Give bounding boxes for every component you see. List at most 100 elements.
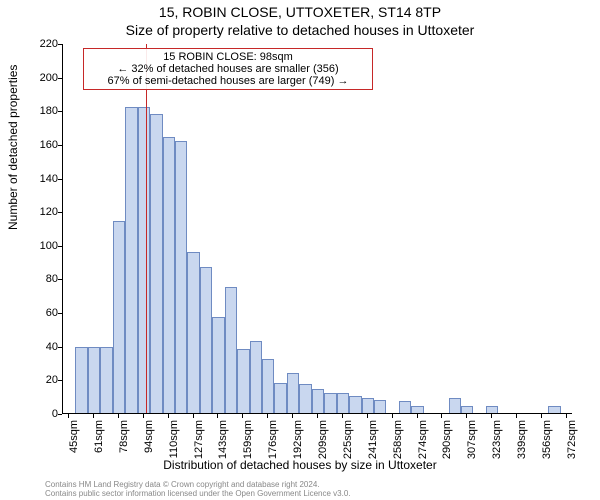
x-tick-label: 127sqm [193,420,205,460]
x-tick-label: 372sqm [566,420,578,460]
y-tick-label: 60 [28,307,58,319]
x-tick-label: 159sqm [242,420,254,460]
histogram-bar [362,398,374,413]
histogram-bar [187,252,199,413]
histogram-bar [163,137,175,413]
bars-layer [63,44,572,413]
histogram-bar [75,347,87,413]
x-tick-label: 45sqm [68,420,80,460]
histogram-bar [88,347,100,413]
y-tick-label: 160 [28,139,58,151]
footer-line2: Contains public sector information licen… [45,490,351,499]
histogram-bar [349,396,361,413]
y-tick-mark [58,111,62,112]
x-tick-mark [392,414,393,418]
histogram-bar [250,341,262,413]
x-tick-mark [491,414,492,418]
y-tick-label: 180 [28,105,58,117]
annotation-line3: 67% of semi-detached houses are larger (… [88,75,368,87]
histogram-bar [548,406,560,413]
histogram-bar [225,287,237,413]
x-tick-label: 209sqm [317,420,329,460]
y-tick-label: 40 [28,341,58,353]
x-tick-label: 110sqm [168,420,180,460]
x-tick-mark [242,414,243,418]
y-tick-mark [58,414,62,415]
x-tick-label: 192sqm [292,420,304,460]
y-tick-label: 20 [28,374,58,386]
x-tick-mark [541,414,542,418]
x-tick-mark [267,414,268,418]
y-tick-label: 220 [28,38,58,50]
histogram-bar [237,349,249,413]
x-axis-label: Distribution of detached houses by size … [0,458,600,472]
x-tick-mark [417,414,418,418]
y-tick-mark [58,179,62,180]
y-tick-label: 140 [28,173,58,185]
x-tick-mark [516,414,517,418]
y-tick-label: 100 [28,240,58,252]
x-tick-mark [193,414,194,418]
x-tick-label: 143sqm [217,420,229,460]
x-tick-mark [143,414,144,418]
histogram-bar [312,389,324,413]
histogram-bar [399,401,411,413]
y-axis-label: Number of detached properties [6,65,20,230]
histogram-bar [486,406,498,413]
x-tick-label: 61sqm [93,420,105,460]
x-tick-label: 290sqm [441,420,453,460]
chart-title-line2: Size of property relative to detached ho… [0,22,600,38]
x-tick-mark [217,414,218,418]
chart-title-line1: 15, ROBIN CLOSE, UTTOXETER, ST14 8TP [0,4,600,20]
y-tick-mark [58,145,62,146]
x-tick-label: 78sqm [118,420,130,460]
x-tick-label: 274sqm [417,420,429,460]
histogram-bar [200,267,212,413]
y-tick-label: 200 [28,72,58,84]
histogram-bar [337,393,349,413]
histogram-bar [150,114,162,413]
histogram-bar [125,107,137,413]
x-tick-label: 94sqm [143,420,155,460]
x-tick-mark [292,414,293,418]
x-tick-label: 225sqm [342,420,354,460]
x-tick-label: 176sqm [267,420,279,460]
histogram-bar [113,221,125,413]
plot-area: 15 ROBIN CLOSE: 98sqm ← 32% of detached … [62,44,572,414]
y-tick-label: 80 [28,273,58,285]
x-tick-mark [118,414,119,418]
y-tick-mark [58,380,62,381]
footer-attribution: Contains HM Land Registry data © Crown c… [45,481,351,499]
histogram-bar [411,406,423,413]
x-tick-label: 339sqm [516,420,528,460]
x-tick-mark [367,414,368,418]
x-tick-mark [342,414,343,418]
annotation-line2: ← 32% of detached houses are smaller (35… [88,63,368,75]
x-tick-label: 258sqm [392,420,404,460]
y-tick-mark [58,212,62,213]
x-tick-label: 307sqm [466,420,478,460]
histogram-bar [461,406,473,413]
histogram-bar [175,141,187,413]
x-tick-mark [93,414,94,418]
histogram-bar [212,317,224,413]
histogram-bar [138,107,150,413]
y-tick-mark [58,313,62,314]
y-tick-mark [58,347,62,348]
y-tick-label: 120 [28,206,58,218]
annotation-line1: 15 ROBIN CLOSE: 98sqm [88,51,368,63]
histogram-bar [274,383,286,413]
x-tick-label: 356sqm [541,420,553,460]
x-tick-mark [441,414,442,418]
y-tick-mark [58,279,62,280]
x-tick-mark [466,414,467,418]
histogram-bar [299,384,311,413]
x-tick-mark [566,414,567,418]
x-tick-mark [317,414,318,418]
histogram-bar [100,347,112,413]
annotation-box: 15 ROBIN CLOSE: 98sqm ← 32% of detached … [83,48,373,90]
x-tick-label: 323sqm [491,420,503,460]
y-tick-mark [58,44,62,45]
x-tick-label: 241sqm [367,420,379,460]
histogram-bar [262,359,274,413]
